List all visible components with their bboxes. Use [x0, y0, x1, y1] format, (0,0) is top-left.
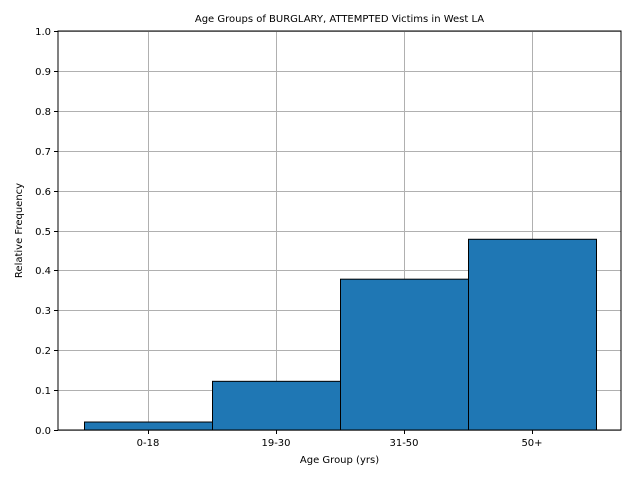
y-axis-label: Relative Frequency — [14, 183, 25, 278]
y-tick-label: 0.0 — [35, 426, 51, 437]
y-tick-label: 0.4 — [35, 266, 51, 277]
x-axis-label: Age Group (yrs) — [300, 455, 379, 466]
bar-19-30 — [212, 380, 341, 431]
y-tick-label: 0.3 — [35, 306, 51, 317]
y-tick-label: 0.9 — [35, 67, 51, 78]
x-tick-label: 0-18 — [137, 438, 160, 449]
y-tick-label: 0.6 — [35, 187, 51, 198]
x-tick-label: 19-30 — [261, 438, 290, 449]
y-tick-label: 0.7 — [35, 147, 51, 158]
bar-50+ — [468, 238, 597, 431]
y-tick-label: 1.0 — [35, 27, 51, 38]
y-tick-label: 0.2 — [35, 346, 51, 357]
plot-frame — [57, 30, 622, 431]
x-tick-label: 31-50 — [389, 438, 418, 449]
chart-title: Age Groups of BURGLARY, ATTEMPTED Victim… — [195, 14, 484, 25]
y-tick-label: 0.8 — [35, 107, 51, 118]
y-tick-label: 0.5 — [35, 227, 51, 238]
ticks-layer: 0.0 0.1 0.2 0.3 0.4 0.5 0.6 0.7 0.8 0.9 1.0 0-18 19-… — [35, 27, 542, 449]
bar-31-50 — [340, 278, 469, 431]
bar-0-18 — [84, 421, 213, 431]
bars-layer — [84, 238, 597, 431]
x-tick-label: 50+ — [521, 438, 542, 449]
y-tick-label: 0.1 — [35, 386, 51, 397]
